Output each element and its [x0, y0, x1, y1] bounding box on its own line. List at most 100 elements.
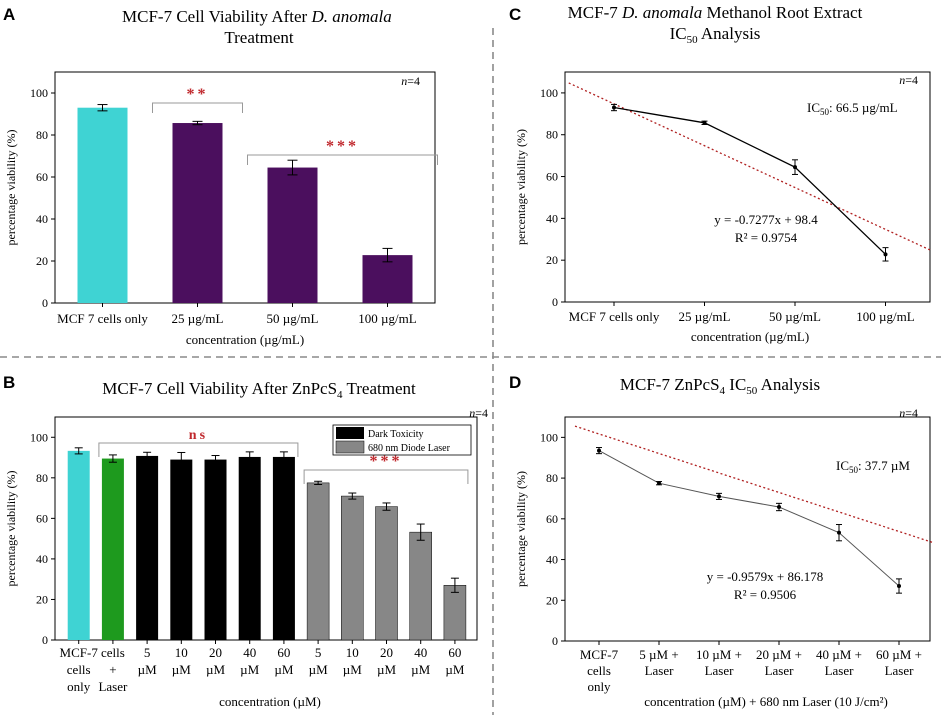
panel-label-d: D: [509, 373, 521, 392]
chart-d-point-1: [657, 481, 661, 486]
chart-b-xtick-label: µM: [138, 662, 157, 677]
chart-d-xtick-label: 5 µM +: [639, 647, 678, 662]
chart-b-xtick-label: Laser: [98, 679, 128, 694]
chart-b-xtick-label: cells: [101, 645, 125, 660]
chart-b-xtick-label: 20: [380, 645, 393, 660]
chart-b-bar-9: [375, 506, 398, 641]
chart-b-xtick-label: µM: [240, 662, 259, 677]
chart-b-xtick-label: 5: [144, 645, 151, 660]
chart-b-xtick-label: only: [67, 679, 91, 694]
panel-label-c: C: [509, 5, 521, 24]
chart-C-ytick-label: 60: [546, 170, 558, 184]
chart-c-equation: y = -0.7277x + 98.4: [714, 212, 818, 227]
chart-d-xtick-label: Laser: [705, 663, 735, 678]
chart-d-n-label: n=4: [899, 406, 918, 420]
chart-B-ytick-label: 80: [36, 471, 48, 485]
chart-a-bar-1: [172, 123, 223, 303]
chart-d-point-5: [897, 584, 901, 589]
chart-b-xtick-label: 20: [209, 645, 222, 660]
chart-b-xtick-label: MCF-7: [60, 645, 99, 660]
chart-b-title: MCF-7 Cell Viability After ZnPcS4 Treatm…: [102, 379, 416, 401]
chart-C-ytick-label: 100: [540, 86, 558, 100]
chart-c-xtick-label: 25 µg/mL: [679, 309, 731, 324]
chart-d-ic50-label: IC50: 37.7 µM: [836, 458, 910, 475]
chart-b-xtick-label: 10: [346, 645, 359, 660]
chart-c-point-1: [702, 120, 707, 125]
chart-C-axes-frame: [564, 71, 931, 303]
chart-D-ytick-label: 80: [546, 471, 558, 485]
chart-D-ytick-label: 60: [546, 512, 558, 526]
chart-b-bar-6: [272, 456, 295, 640]
chart-B-ytick-label: 60: [36, 511, 48, 525]
chart-D-ylabel: percentage viability (%): [514, 471, 528, 587]
chart-D-ytick-label: 20: [546, 593, 558, 607]
panel-label-a: A: [3, 5, 15, 24]
chart-b-sig-1-bracket: [303, 469, 469, 484]
chart-B-ytick-label: 40: [36, 552, 48, 566]
chart-b-sig-1-label: ***: [370, 453, 403, 470]
chart-b-xtick-label: µM: [411, 662, 430, 677]
chart-a-n-label: n=4: [401, 74, 420, 88]
chart-A-ytick-label: 100: [30, 86, 48, 100]
chart-c-xtick-label: 100 µg/mL: [856, 309, 914, 324]
chart-c-title: MCF-7 D. anomala Methanol Root Extract: [568, 3, 863, 22]
chart-c-point-0: [612, 105, 616, 110]
chart-C-ytick-label: 40: [546, 211, 558, 225]
chart-D-ytick-label: 0: [552, 634, 558, 648]
chart-b-xtick-label: 40: [243, 645, 256, 660]
chart-b-xtick-label: 5: [315, 645, 322, 660]
chart-c-xlabel: concentration (µg/mL): [691, 329, 809, 344]
chart-b-bar-8: [341, 495, 364, 641]
chart-b-xtick-label: 40: [414, 645, 427, 660]
chart-d-xtick-label: Laser: [765, 663, 795, 678]
chart-b-bar-2: [136, 455, 159, 640]
chart-b-bar-5: [238, 456, 261, 640]
chart-a-sig-0-label: **: [187, 86, 209, 103]
chart-a-bar-3: [362, 255, 413, 303]
chart-d-point-3: [777, 505, 781, 510]
chart-d-xtick-label: 10 µM +: [696, 647, 742, 662]
chart-d-equation: y = -0.9579x + 86.178: [707, 569, 824, 584]
chart-B-axes-frame: [54, 416, 478, 641]
chart-c-point-2: [793, 165, 797, 170]
chart-A-ytick-label: 0: [42, 296, 48, 310]
chart-d-point-0: [597, 448, 601, 453]
chart-b-xtick-label: cells: [67, 662, 91, 677]
chart-c-trendline: [568, 82, 932, 251]
chart-B-ytick-label: 0: [42, 633, 48, 647]
chart-b-xtick-label: µM: [309, 662, 328, 677]
chart-C-ytick-label: 20: [546, 253, 558, 267]
chart-d-point-2: [717, 494, 721, 499]
chart-b-xtick-label: +: [109, 662, 116, 677]
chart-a-sig-1-label: ***: [326, 138, 359, 155]
chart-b-xtick-label: µM: [172, 662, 191, 677]
chart-B-ylabel: percentage viability (%): [4, 471, 18, 587]
chart-A-axes-frame: [54, 71, 436, 304]
chart-d-xtick-label: 20 µM +: [756, 647, 802, 662]
chart-A-ytick-label: 60: [36, 170, 48, 184]
chart-b-bar-0: [67, 450, 90, 640]
chart-b-sig-0-bracket: [98, 442, 299, 457]
chart-d-xtick-label: Laser: [645, 663, 675, 678]
chart-C-ylabel: percentage viability (%): [514, 129, 528, 245]
chart-c-r2: R² = 0.9754: [735, 230, 798, 245]
chart-d-xtick-label: only: [587, 679, 611, 694]
chart-c-title-line2: IC50 Analysis: [670, 24, 761, 46]
chart-a-title: MCF-7 Cell Viability After D. anomala Tr…: [122, 7, 396, 47]
chart-a-bar-0: [77, 107, 128, 303]
chart-b-xtick-label: 10: [175, 645, 188, 660]
chart-b-sig-0-label: ns: [189, 428, 208, 443]
chart-C-ytick-label: 0: [552, 295, 558, 309]
chart-a-xtick-label: 100 µg/mL: [358, 311, 416, 326]
chart-b-bar-4: [204, 459, 227, 640]
chart-c-ic50-label: IC50: 66.5 µg/mL: [807, 100, 898, 117]
chart-b-xtick-label: 60: [277, 645, 290, 660]
chart-B-ytick-label: 20: [36, 592, 48, 606]
chart-a-xtick-label: MCF 7 cells only: [57, 311, 148, 326]
chart-d-r2: R² = 0.9506: [734, 587, 797, 602]
chart-A-ytick-label: 20: [36, 254, 48, 268]
chart-a-sig-0-bracket: [152, 102, 243, 113]
chart-d-xtick-label: cells: [587, 663, 611, 678]
chart-b-xtick-label: µM: [206, 662, 225, 677]
